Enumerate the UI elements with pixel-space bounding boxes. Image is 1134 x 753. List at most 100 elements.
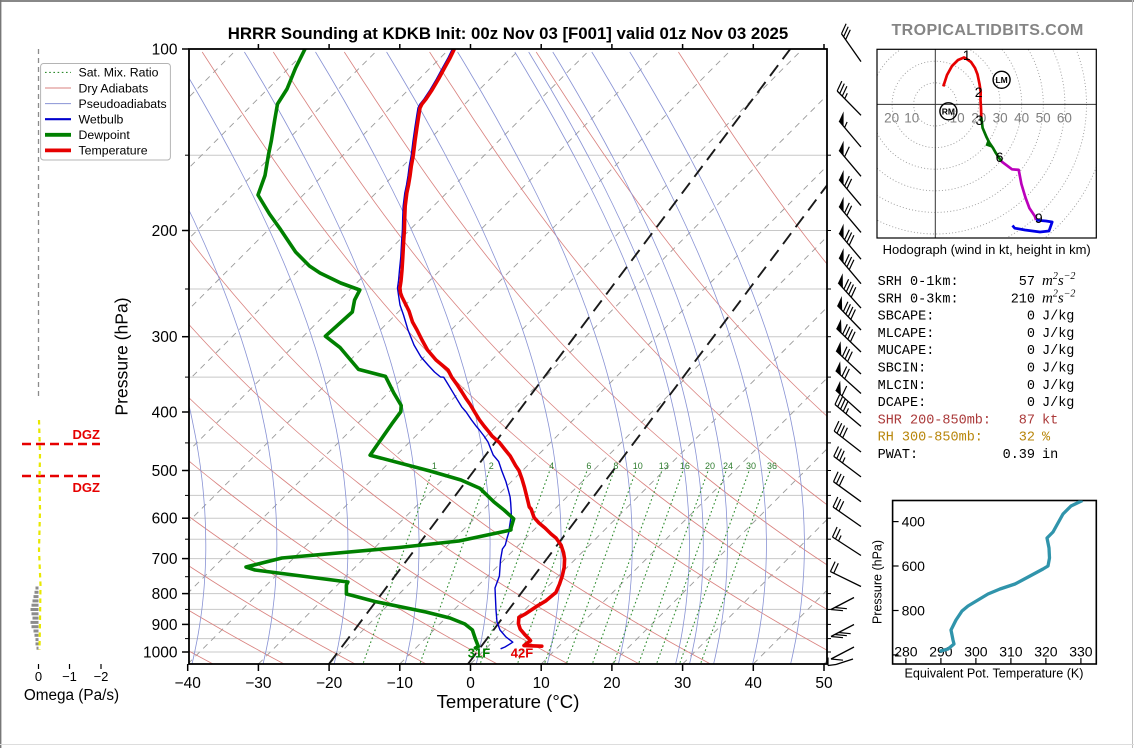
svg-text:kt: kt bbox=[1042, 413, 1058, 428]
svg-text:36: 36 bbox=[767, 461, 777, 471]
svg-text:TROPICALTIDBITS.COM: TROPICALTIDBITS.COM bbox=[892, 22, 1084, 39]
svg-text:9: 9 bbox=[1035, 210, 1043, 226]
svg-text:Pressure (hPa): Pressure (hPa) bbox=[112, 297, 132, 415]
svg-text:20: 20 bbox=[603, 675, 621, 692]
svg-text:10: 10 bbox=[904, 111, 919, 126]
svg-text:900: 900 bbox=[152, 617, 178, 634]
svg-text:10: 10 bbox=[633, 461, 643, 471]
svg-text:300: 300 bbox=[152, 329, 178, 346]
svg-text:J/kg: J/kg bbox=[1042, 327, 1074, 342]
svg-text:DCAPE:: DCAPE: bbox=[878, 396, 927, 411]
svg-text:6: 6 bbox=[996, 149, 1004, 165]
svg-text:SBCIN:: SBCIN: bbox=[878, 362, 927, 377]
svg-text:30: 30 bbox=[993, 111, 1008, 126]
svg-text:310: 310 bbox=[999, 644, 1023, 660]
svg-text:50: 50 bbox=[815, 675, 833, 692]
svg-text:2: 2 bbox=[489, 461, 494, 471]
svg-text:40: 40 bbox=[745, 675, 763, 692]
svg-text:1: 1 bbox=[963, 47, 971, 63]
svg-text:280: 280 bbox=[894, 644, 918, 660]
svg-text:−20: −20 bbox=[316, 675, 343, 692]
svg-text:−40: −40 bbox=[175, 675, 202, 692]
svg-text:Pseudoadiabats: Pseudoadiabats bbox=[79, 97, 167, 111]
svg-text:3: 3 bbox=[976, 112, 984, 128]
svg-text:700: 700 bbox=[152, 551, 178, 568]
svg-text:0: 0 bbox=[1027, 344, 1035, 359]
svg-text:SBCAPE:: SBCAPE: bbox=[878, 310, 935, 325]
svg-text:800: 800 bbox=[902, 603, 926, 619]
svg-text:Omega (Pa/s): Omega (Pa/s) bbox=[24, 687, 119, 704]
svg-text:32: 32 bbox=[1019, 431, 1035, 446]
svg-text:0: 0 bbox=[35, 669, 42, 684]
svg-text:330: 330 bbox=[1069, 644, 1093, 660]
svg-text:SRH 0-3km:: SRH 0-3km: bbox=[878, 292, 959, 307]
svg-text:87: 87 bbox=[1019, 413, 1035, 428]
svg-text:RH 300-850mb:: RH 300-850mb: bbox=[878, 431, 983, 446]
svg-text:8: 8 bbox=[613, 461, 618, 471]
svg-text:RM: RM bbox=[942, 106, 955, 116]
svg-text:1: 1 bbox=[432, 461, 437, 471]
svg-text:2: 2 bbox=[975, 84, 983, 100]
svg-text:210: 210 bbox=[1011, 292, 1035, 307]
svg-text:20: 20 bbox=[884, 111, 899, 126]
svg-text:Temperature: Temperature bbox=[79, 144, 148, 158]
svg-text:0: 0 bbox=[1027, 396, 1035, 411]
svg-text:−2: −2 bbox=[94, 669, 109, 684]
svg-text:J/kg: J/kg bbox=[1042, 362, 1074, 377]
svg-text:Pressure (hPa): Pressure (hPa) bbox=[871, 540, 885, 624]
svg-text:50: 50 bbox=[1036, 111, 1051, 126]
svg-text:400: 400 bbox=[902, 514, 926, 530]
svg-text:24: 24 bbox=[723, 461, 733, 471]
svg-text:800: 800 bbox=[152, 586, 178, 603]
svg-text:HRRR Sounding at KDKB Init: 00: HRRR Sounding at KDKB Init: 00z Nov 03 [… bbox=[228, 24, 788, 43]
svg-text:Dry Adiabats: Dry Adiabats bbox=[79, 81, 149, 95]
svg-text:0: 0 bbox=[1027, 379, 1035, 394]
svg-text:MUCAPE:: MUCAPE: bbox=[878, 344, 935, 359]
svg-text:0.39: 0.39 bbox=[1003, 448, 1035, 463]
svg-text:MLCAPE:: MLCAPE: bbox=[878, 327, 935, 342]
svg-text:J/kg: J/kg bbox=[1042, 344, 1074, 359]
svg-text:Equivalent Pot. Temperature (K: Equivalent Pot. Temperature (K) bbox=[905, 667, 1084, 681]
svg-text:MLCIN:: MLCIN: bbox=[878, 379, 927, 394]
svg-text:DGZ: DGZ bbox=[73, 480, 101, 495]
svg-text:LM: LM bbox=[995, 75, 1007, 85]
svg-text:in: in bbox=[1042, 448, 1058, 463]
svg-text:60: 60 bbox=[1057, 111, 1072, 126]
svg-text:0: 0 bbox=[1027, 327, 1035, 342]
svg-text:%: % bbox=[1042, 431, 1051, 446]
svg-text:13: 13 bbox=[659, 461, 669, 471]
svg-text:Dewpoint: Dewpoint bbox=[79, 128, 131, 142]
svg-text:DGZ: DGZ bbox=[73, 427, 101, 442]
svg-text:J/kg: J/kg bbox=[1042, 396, 1074, 411]
svg-text:30: 30 bbox=[746, 461, 756, 471]
svg-text:30: 30 bbox=[674, 675, 692, 692]
svg-text:PWAT:: PWAT: bbox=[878, 448, 919, 463]
svg-text:−30: −30 bbox=[245, 675, 272, 692]
svg-text:6: 6 bbox=[586, 461, 591, 471]
svg-text:−10: −10 bbox=[387, 675, 414, 692]
svg-text:400: 400 bbox=[152, 405, 178, 422]
svg-text:10: 10 bbox=[950, 111, 965, 126]
svg-text:Sat. Mix. Ratio: Sat. Mix. Ratio bbox=[79, 66, 159, 80]
svg-text:100: 100 bbox=[152, 42, 178, 59]
svg-text:500: 500 bbox=[152, 463, 178, 480]
svg-text:0: 0 bbox=[1027, 310, 1035, 325]
svg-text:4: 4 bbox=[549, 461, 554, 471]
svg-text:200: 200 bbox=[152, 223, 178, 240]
svg-text:600: 600 bbox=[152, 511, 178, 528]
svg-text:600: 600 bbox=[902, 558, 926, 574]
svg-text:Temperature (°C): Temperature (°C) bbox=[437, 691, 580, 712]
svg-text:0: 0 bbox=[1027, 362, 1035, 377]
svg-text:J/kg: J/kg bbox=[1042, 310, 1074, 325]
svg-text:31F: 31F bbox=[468, 646, 490, 661]
svg-text:320: 320 bbox=[1034, 644, 1058, 660]
svg-text:20: 20 bbox=[705, 461, 715, 471]
svg-text:Hodograph (wind in kt, height: Hodograph (wind in kt, height in km) bbox=[883, 242, 1091, 257]
svg-text:Wetbulb: Wetbulb bbox=[79, 113, 124, 127]
svg-text:300: 300 bbox=[964, 644, 988, 660]
svg-text:SRH 0-1km:: SRH 0-1km: bbox=[878, 275, 959, 290]
svg-text:42F: 42F bbox=[511, 646, 533, 661]
svg-text:J/kg: J/kg bbox=[1042, 379, 1074, 394]
svg-text:10: 10 bbox=[533, 675, 551, 692]
svg-text:16: 16 bbox=[680, 461, 690, 471]
